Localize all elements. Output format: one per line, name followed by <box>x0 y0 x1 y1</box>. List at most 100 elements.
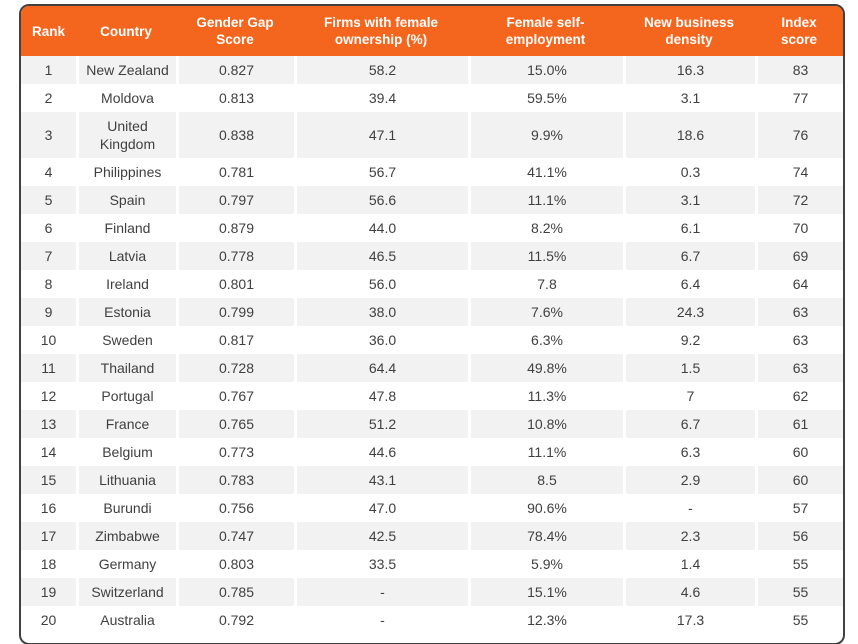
cell-gender-gap-score: 0.747 <box>176 522 294 550</box>
col-header-female-self-employment: Female self-employment <box>468 6 623 56</box>
cell-female-self-employment: 7.6% <box>468 298 623 326</box>
cell-rank: 1 <box>21 56 76 84</box>
cell-index-score: 63 <box>755 326 843 354</box>
cell-gender-gap-score: 0.801 <box>176 270 294 298</box>
cell-rank: 8 <box>21 270 76 298</box>
cell-rank: 14 <box>21 438 76 466</box>
table-row: 18 Germany 0.803 33.5 5.9% 1.4 55 <box>21 550 843 578</box>
cell-country: Lithuania <box>76 466 176 494</box>
cell-rank: 3 <box>21 112 76 158</box>
cell-index-score: 60 <box>755 438 843 466</box>
table-row: 12 Portugal 0.767 47.8 11.3% 7 62 <box>21 382 843 410</box>
cell-country: Switzerland <box>76 578 176 606</box>
cell-new-business-density: 3.1 <box>623 186 755 214</box>
cell-country: Zimbabwe <box>76 522 176 550</box>
cell-index-score: 55 <box>755 550 843 578</box>
cell-female-self-employment: 7.8 <box>468 270 623 298</box>
table-row: 4 Philippines 0.781 56.7 41.1% 0.3 74 <box>21 158 843 186</box>
cell-index-score: 55 <box>755 606 843 634</box>
cell-new-business-density: 2.9 <box>623 466 755 494</box>
cell-gender-gap-score: 0.879 <box>176 214 294 242</box>
cell-firms-with-female-ownership: 64.4 <box>294 354 468 382</box>
cell-new-business-density: 17.3 <box>623 606 755 634</box>
cell-firms-with-female-ownership: 56.6 <box>294 186 468 214</box>
cell-country: Latvia <box>76 242 176 270</box>
cell-country: United Kingdom <box>76 112 176 158</box>
table-row: 17 Zimbabwe 0.747 42.5 78.4% 2.3 56 <box>21 522 843 550</box>
cell-firms-with-female-ownership: 38.0 <box>294 298 468 326</box>
cell-female-self-employment: 5.9% <box>468 550 623 578</box>
cell-female-self-employment: 11.1% <box>468 438 623 466</box>
cell-firms-with-female-ownership: 33.5 <box>294 550 468 578</box>
cell-firms-with-female-ownership: - <box>294 578 468 606</box>
cell-rank: 7 <box>21 242 76 270</box>
table-row: 2 Moldova 0.813 39.4 59.5% 3.1 77 <box>21 84 843 112</box>
cell-firms-with-female-ownership: 47.0 <box>294 494 468 522</box>
cell-new-business-density: 4.6 <box>623 578 755 606</box>
cell-new-business-density: 6.7 <box>623 410 755 438</box>
cell-female-self-employment: 10.8% <box>468 410 623 438</box>
cell-female-self-employment: 78.4% <box>468 522 623 550</box>
cell-female-self-employment: 8.2% <box>468 214 623 242</box>
cell-index-score: 62 <box>755 382 843 410</box>
cell-gender-gap-score: 0.792 <box>176 606 294 634</box>
cell-country: Estonia <box>76 298 176 326</box>
cell-rank: 2 <box>21 84 76 112</box>
cell-new-business-density: - <box>623 494 755 522</box>
cell-firms-with-female-ownership: 56.7 <box>294 158 468 186</box>
cell-index-score: 64 <box>755 270 843 298</box>
cell-index-score: 56 <box>755 522 843 550</box>
cell-country: Ireland <box>76 270 176 298</box>
cell-female-self-employment: 9.9% <box>468 112 623 158</box>
table-body: 1 New Zealand 0.827 58.2 15.0% 16.3 83 2 Moldova… <box>21 56 843 634</box>
cell-firms-with-female-ownership: 39.4 <box>294 84 468 112</box>
cell-country: Germany <box>76 550 176 578</box>
cell-gender-gap-score: 0.756 <box>176 494 294 522</box>
cell-firms-with-female-ownership: 46.5 <box>294 242 468 270</box>
cell-index-score: 72 <box>755 186 843 214</box>
cell-rank: 16 <box>21 494 76 522</box>
cell-gender-gap-score: 0.767 <box>176 382 294 410</box>
cell-country: Australia <box>76 606 176 634</box>
table-row: 13 France 0.765 51.2 10.8% 6.7 61 <box>21 410 843 438</box>
cell-firms-with-female-ownership: 47.1 <box>294 112 468 158</box>
cell-index-score: 61 <box>755 410 843 438</box>
cell-new-business-density: 24.3 <box>623 298 755 326</box>
col-header-gender-gap-score: Gender Gap Score <box>176 6 294 56</box>
cell-new-business-density: 6.3 <box>623 438 755 466</box>
col-header-new-business-density: New business density <box>623 6 755 56</box>
cell-gender-gap-score: 0.728 <box>176 354 294 382</box>
table-header: Rank Country Gender Gap Score Firms with… <box>21 6 843 56</box>
cell-new-business-density: 6.1 <box>623 214 755 242</box>
cell-new-business-density: 1.5 <box>623 354 755 382</box>
cell-firms-with-female-ownership: 44.0 <box>294 214 468 242</box>
cell-gender-gap-score: 0.817 <box>176 326 294 354</box>
cell-firms-with-female-ownership: 42.5 <box>294 522 468 550</box>
cell-firms-with-female-ownership: 43.1 <box>294 466 468 494</box>
cell-country: France <box>76 410 176 438</box>
cell-gender-gap-score: 0.799 <box>176 298 294 326</box>
cell-country: New Zealand <box>76 56 176 84</box>
cell-female-self-employment: 15.1% <box>468 578 623 606</box>
cell-index-score: 55 <box>755 578 843 606</box>
cell-new-business-density: 1.4 <box>623 550 755 578</box>
cell-firms-with-female-ownership: 58.2 <box>294 56 468 84</box>
cell-rank: 18 <box>21 550 76 578</box>
cell-new-business-density: 18.6 <box>623 112 755 158</box>
cell-new-business-density: 9.2 <box>623 326 755 354</box>
table-row: 3 United Kingdom 0.838 47.1 9.9% 18.6 76 <box>21 112 843 158</box>
cell-index-score: 77 <box>755 84 843 112</box>
cell-index-score: 60 <box>755 466 843 494</box>
cell-rank: 9 <box>21 298 76 326</box>
cell-female-self-employment: 8.5 <box>468 466 623 494</box>
cell-firms-with-female-ownership: - <box>294 606 468 634</box>
cell-rank: 12 <box>21 382 76 410</box>
cell-country: Finland <box>76 214 176 242</box>
cell-country: Moldova <box>76 84 176 112</box>
table-row: 11 Thailand 0.728 64.4 49.8% 1.5 63 <box>21 354 843 382</box>
cell-index-score: 63 <box>755 298 843 326</box>
cell-country: Burundi <box>76 494 176 522</box>
col-header-rank: Rank <box>21 6 76 56</box>
cell-index-score: 83 <box>755 56 843 84</box>
